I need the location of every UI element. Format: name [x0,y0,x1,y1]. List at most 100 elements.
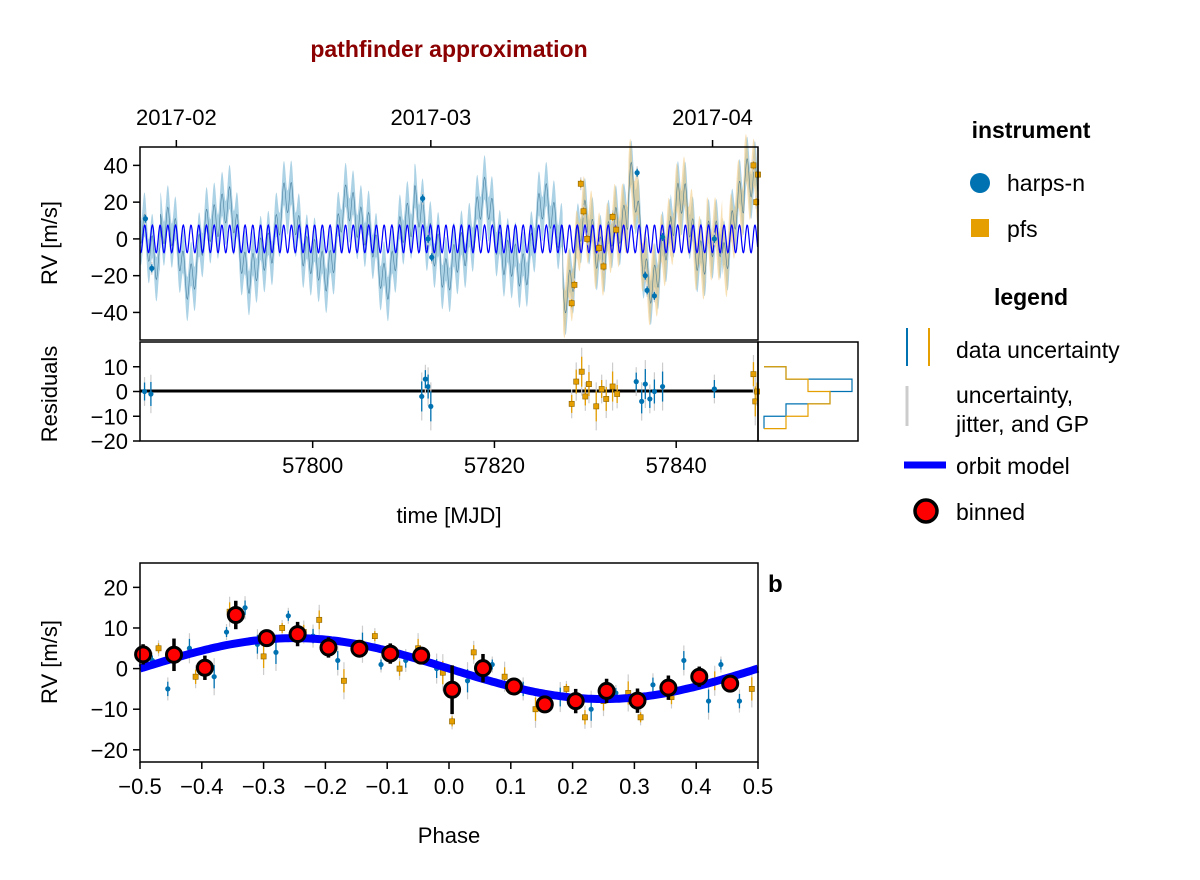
harps-n-point [651,388,657,395]
rv-time-panel: −40 −20 0 20 40 2017-02 2017-03 2017-04 RV [m/… [37,105,761,341]
pfs-point [341,677,347,684]
binned-points [134,600,740,715]
harps-n-point [634,170,640,176]
rv-y-ticks: −40 −20 0 20 40 [91,153,140,325]
harps-n-point [142,216,149,222]
binned-point [566,692,585,711]
harps-n-point [642,381,648,387]
pfs-legend-label: pfs [1007,216,1038,242]
residual-points [141,347,760,431]
binned-point [288,625,307,644]
instrument-legend-title: instrument [972,117,1091,143]
date-tick-label: 2017-02 [136,105,217,130]
pfs-point [753,199,760,206]
pfs-point [582,393,589,400]
pfs-point [609,213,616,220]
harps-n-point [736,698,743,704]
harps-n-legend-label: harps-n [1007,170,1085,196]
data-uncertainty-label: data uncertainty [956,337,1120,363]
x-tick-label: 57840 [646,453,707,478]
x-tick-label: 0.2 [557,774,588,799]
pfs-point [750,371,757,378]
pfs-point [316,616,323,623]
pfs-point [568,400,575,407]
harps-n-histogram [763,366,853,429]
harps-n-point [419,393,425,400]
binned-point [134,645,153,664]
x-tick-label: −0.1 [365,774,408,799]
x-tick-label: 57820 [464,453,525,478]
harps-n-point [242,605,248,611]
harps-n-point [659,234,666,240]
harps-n-point [464,678,471,684]
y-tick-label: 0 [116,227,128,252]
phase-model-path [138,634,760,704]
harps-n-point [335,657,341,664]
residual-histogram [763,366,853,430]
x-tick-label: −0.2 [304,774,347,799]
binned-point [473,659,492,678]
orbit-model-label: orbit model [956,453,1070,479]
pfs-point [613,226,620,233]
pfs-point [603,396,610,402]
harps-n-point [420,195,426,202]
rv-time-frame [139,146,759,341]
harps-n-point [165,686,171,692]
uncertainty-label-line2: jitter, and GP [955,411,1089,437]
harps-n-point [639,398,645,404]
harps-n-point [650,682,656,688]
y-tick-label: −10 [91,404,128,429]
pfs-point [586,381,592,387]
phase-frame [139,562,759,763]
pfs-point [577,180,584,187]
uncertainty-label-line1: uncertainty, [956,382,1073,408]
harps-n-marker [970,173,990,193]
binned-point [597,681,616,700]
gp-mean-line [139,157,758,314]
x-tick-label: 57800 [282,453,343,478]
binned-point [690,667,709,686]
harps-n-point [141,388,148,395]
harps-n-point [211,674,217,680]
phase-orbit-model [138,634,760,704]
pfs-point [584,236,591,242]
harps-n-point [223,629,230,635]
x-tick-label: −0.4 [180,774,223,799]
pfs-point [609,383,616,390]
pfs-point [748,685,755,692]
binned-point [412,646,431,665]
pfs-point [501,673,508,680]
pfs-point [750,162,757,169]
orbit-model-path [139,223,759,254]
planet-label: b [768,571,783,598]
pfs-point [449,718,455,725]
pfs-point [598,386,605,392]
binned-point [721,674,740,693]
x-tick-label: −0.3 [242,774,285,799]
y-tick-label: −10 [91,697,128,722]
binned-point [319,638,338,657]
harps-n-point [588,706,594,712]
harps-n-point [659,383,666,390]
binned-point [381,644,400,663]
y-tick-label: 10 [104,616,128,641]
binned-point [535,695,554,714]
phase-y-label: RV [m/s] [37,620,62,704]
pfs-point [571,281,578,288]
pfs-point [637,714,644,721]
pfs-point [580,208,587,215]
orbit-model-line [139,223,759,254]
harps-n-point [285,613,291,619]
date-tick-label: 2017-03 [390,105,471,130]
gp-band-blue [140,136,758,335]
legend: instrument harps-n pfs legend data uncer… [904,117,1120,525]
y-tick-label: 0 [116,380,128,405]
harps-n-point [149,265,155,271]
harps-n-point [148,391,154,397]
pfs-point [470,649,477,656]
harps-n-point [681,657,687,664]
binned-point [504,677,523,696]
harps-n-point [651,293,657,299]
